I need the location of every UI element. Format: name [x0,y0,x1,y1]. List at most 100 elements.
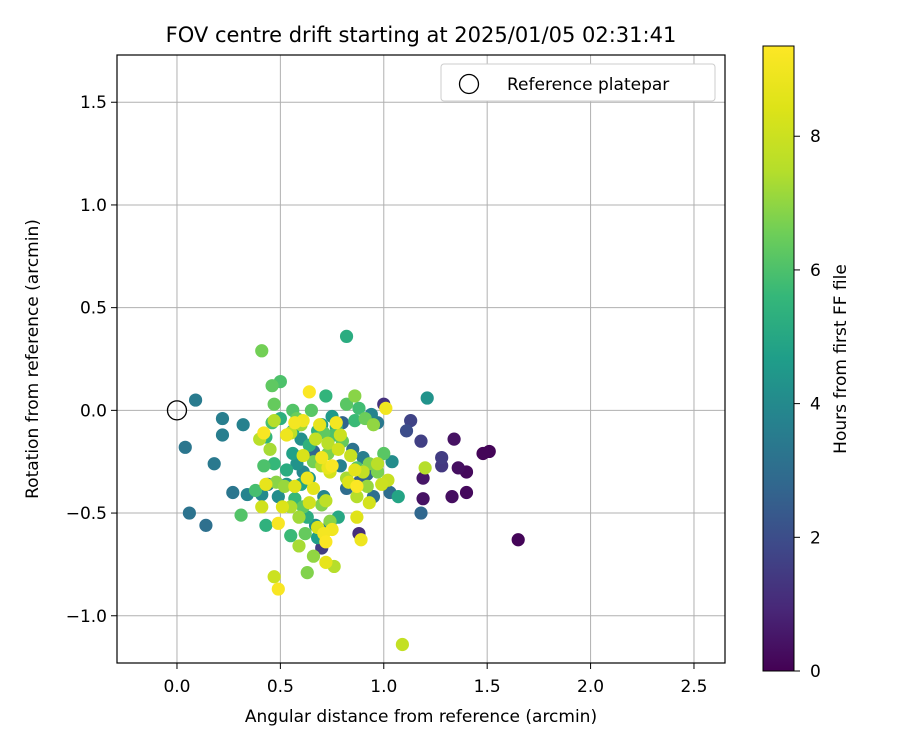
data-point [391,490,405,504]
data-point [288,479,302,493]
data-point [319,555,333,569]
legend: Reference platepar [440,63,716,102]
data-point [321,436,335,450]
data-point [377,446,391,461]
data-point [511,533,525,547]
data-point [259,477,273,491]
y-tick-label: 1.5 [80,93,107,113]
data-point [279,428,294,442]
data-point [306,481,321,496]
data-point [350,510,364,524]
colorbar-ticks: 0 2 4 6 8 [794,127,821,682]
data-point [308,432,323,446]
data-point [348,463,362,477]
data-point [286,446,300,461]
data-point [350,479,364,493]
colorbar-tick-label: 2 [810,528,821,548]
colorbar: 0 2 4 6 8 Hours from first FF file [762,45,851,682]
x-axis-ticks: 0.0 0.5 1.0 1.5 2.0 2.5 [163,663,708,697]
data-point [248,483,263,498]
data-point [257,426,271,440]
data-point [271,582,285,596]
colorbar-gradient [762,45,795,672]
data-point [263,442,277,456]
data-point [296,448,310,463]
data-point [288,416,302,430]
x-axis-label: Angular distance from reference (arcmin) [245,707,597,727]
data-point [350,490,364,504]
data-point [414,434,428,448]
data-point [420,391,434,405]
data-point [302,496,316,510]
colorbar-tick-label: 8 [810,127,821,147]
data-point [333,428,347,442]
data-point [298,526,312,541]
data-point [302,385,316,399]
y-tick-label: 1.0 [80,196,107,216]
data-point [414,506,428,520]
data-point [236,418,250,432]
data-point [325,459,339,473]
data-point [331,442,345,456]
data-point [348,414,362,428]
x-tick-label: 2.5 [680,677,707,697]
x-tick-label: 0.0 [163,677,190,697]
data-point [255,344,269,358]
plot-frame [116,54,726,664]
data-point [366,418,381,432]
data-point [339,329,354,344]
data-point [354,533,368,547]
data-point [319,389,333,403]
data-point [292,510,306,524]
data-point [257,459,271,473]
data-point [476,446,490,461]
data-point [362,496,376,510]
data-point [267,457,281,471]
data-point [315,450,329,465]
data-point [319,535,333,549]
data-point [300,566,314,580]
data-point [215,411,230,426]
data-point [416,471,430,485]
legend-marker [458,73,480,95]
y-axis-ticks: −1.0 −0.5 0.0 0.5 1.0 1.5 [66,93,117,627]
y-tick-label: 0.5 [80,299,107,319]
data-point [292,539,306,553]
data-point [277,479,292,493]
data-points [178,329,525,652]
data-point [265,379,279,393]
data-point [319,494,333,508]
data-point [352,401,366,415]
colorbar-label: Hours from first FF file [831,264,851,454]
grid [117,55,725,663]
colorbar-tick-label: 6 [810,261,821,281]
data-point [395,637,409,652]
data-point [267,414,281,428]
data-point [275,500,290,514]
data-point [207,457,221,471]
data-point [385,455,399,469]
y-tick-label: −1.0 [66,607,107,627]
data-point [188,393,203,407]
data-point [339,397,354,411]
data-point [234,508,248,522]
data-point [459,485,474,500]
colorbar-tick-label: 4 [810,395,821,415]
data-point [304,403,318,417]
data-point [267,397,281,411]
data-point [435,450,449,465]
data-point [226,485,240,500]
data-point [451,461,465,475]
legend-label: Reference platepar [507,75,669,95]
y-tick-label: 0.0 [80,401,107,421]
data-point [284,529,298,543]
x-tick-label: 0.5 [267,677,294,697]
data-point [379,401,393,415]
data-point [279,463,294,477]
x-tick-label: 1.5 [474,677,501,697]
data-point [199,518,213,532]
data-point [375,477,389,491]
data-point [418,461,432,475]
y-axis-label: Rotation from reference (arcmin) [23,219,43,499]
